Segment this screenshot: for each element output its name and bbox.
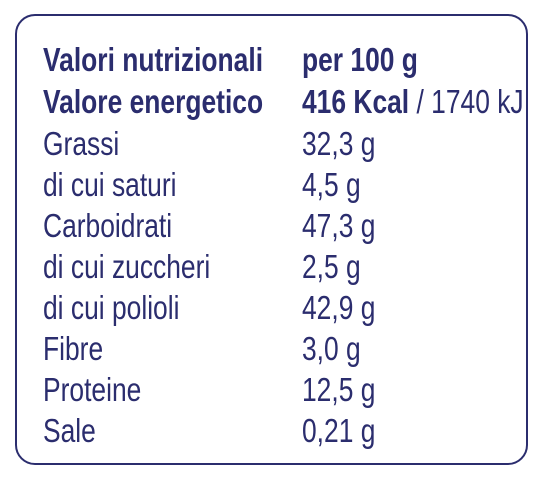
nutrient-label: di cui zuccheri (43, 248, 211, 285)
nutrient-row-saturi: di cui saturi 4,5 g (17, 165, 526, 205)
nutrient-value: 2,5 g (302, 248, 361, 285)
nutrient-value: 12,5 g (302, 371, 376, 408)
nutrient-value: 32,3 g (302, 125, 376, 162)
nutrient-row-grassi: Grassi 32,3 g (17, 124, 526, 164)
nutrient-row-fibre: Fibre 3,0 g (17, 329, 526, 369)
nutrient-label: di cui saturi (43, 166, 177, 203)
nutrient-row-sale: Sale 0,21 g (17, 411, 526, 451)
nutrient-row-polioli: di cui polioli 42,9 g (17, 288, 526, 328)
nutrient-value: 4,5 g (302, 166, 361, 203)
nutrient-label: Fibre (43, 330, 104, 367)
nutrient-value: 0,21 g (302, 412, 376, 449)
energy-label: Valore energetico (43, 83, 264, 120)
nutrient-label: Sale (43, 412, 96, 449)
nutrient-label: Grassi (43, 125, 120, 162)
nutrient-label: Proteine (43, 371, 142, 408)
header-value: per 100 g (302, 41, 418, 78)
nutrient-value: 47,3 g (302, 207, 376, 244)
nutrient-label: Carboidrati (43, 207, 173, 244)
nutrient-value: 3,0 g (302, 330, 361, 367)
energy-kj: / 1740 kJ (409, 83, 524, 120)
energy-row: Valore energetico 416 Kcal / 1740 kJ (17, 82, 526, 122)
energy-kcal: 416 Kcal (302, 83, 410, 120)
nutrient-row-carboidrati: Carboidrati 47,3 g (17, 206, 526, 246)
nutrition-facts-panel: Valori nutrizionali per 100 g Valore ene… (15, 14, 528, 465)
header-row: Valori nutrizionali per 100 g (17, 40, 526, 80)
nutrient-value: 42,9 g (302, 289, 376, 326)
energy-value: 416 Kcal / 1740 kJ (302, 82, 524, 122)
header-label: Valori nutrizionali (43, 41, 264, 78)
nutrient-row-proteine: Proteine 12,5 g (17, 370, 526, 410)
nutrient-row-zuccheri: di cui zuccheri 2,5 g (17, 247, 526, 287)
nutrient-label: di cui polioli (43, 289, 180, 326)
